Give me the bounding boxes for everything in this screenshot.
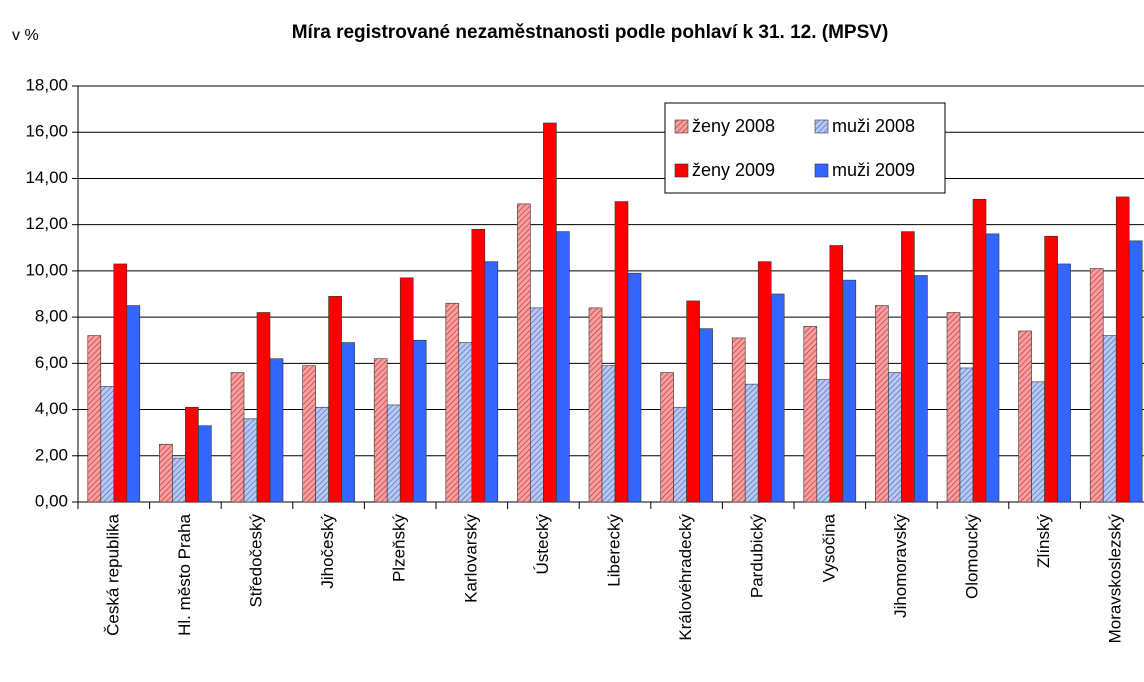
bar bbox=[1089, 268, 1104, 503]
bar bbox=[627, 272, 642, 503]
bar bbox=[100, 386, 115, 503]
bar bbox=[829, 245, 844, 503]
bar bbox=[985, 233, 1000, 503]
bar bbox=[556, 231, 570, 503]
bar bbox=[588, 307, 603, 503]
bar bbox=[901, 231, 915, 503]
bar bbox=[185, 406, 199, 503]
x-tick-label: Plzeňský bbox=[390, 514, 409, 583]
bar bbox=[888, 372, 902, 503]
bar bbox=[1115, 196, 1130, 503]
y-tick-label: 16,00 bbox=[25, 122, 68, 141]
x-tick-label: Česká republika bbox=[103, 513, 122, 635]
bar bbox=[601, 365, 616, 503]
legend-label: ženy 2008 bbox=[692, 116, 775, 136]
bar bbox=[543, 122, 557, 503]
bar bbox=[198, 425, 212, 503]
bar bbox=[614, 201, 629, 503]
bar bbox=[471, 228, 486, 503]
bar bbox=[172, 457, 186, 503]
bar bbox=[87, 335, 102, 503]
bar bbox=[113, 263, 128, 503]
bar bbox=[243, 418, 258, 503]
chart-title: Míra registrované nezaměstnanosti podle … bbox=[292, 22, 889, 43]
bar bbox=[914, 275, 928, 503]
bar bbox=[946, 312, 961, 503]
x-tick-label: Moravskoslezský bbox=[1106, 514, 1125, 644]
bar bbox=[386, 404, 401, 503]
bar bbox=[1018, 330, 1032, 503]
x-tick-label: Jihočeský bbox=[318, 514, 337, 589]
bar bbox=[341, 342, 355, 503]
bar bbox=[1128, 240, 1143, 503]
bar bbox=[816, 379, 831, 503]
bar bbox=[744, 383, 759, 503]
x-tick-label: Středočeský bbox=[246, 514, 265, 608]
y-tick-label: 8,00 bbox=[35, 307, 68, 326]
bar bbox=[230, 372, 245, 503]
x-tick-label: Karlovarský bbox=[461, 514, 480, 603]
y-tick-label: 10,00 bbox=[25, 260, 68, 279]
bar bbox=[412, 339, 427, 503]
bar bbox=[159, 443, 173, 503]
bar bbox=[1031, 381, 1045, 503]
bar bbox=[1057, 263, 1071, 503]
legend-swatch bbox=[814, 119, 829, 134]
legend-label: muži 2009 bbox=[832, 160, 915, 180]
x-tick-label: Ústecký bbox=[533, 514, 552, 575]
bar bbox=[972, 198, 987, 503]
x-tick-label: Zlínský bbox=[1034, 514, 1053, 568]
x-tick-label: Hl. město Praha bbox=[175, 513, 194, 635]
bar bbox=[517, 203, 531, 503]
legend-swatch bbox=[674, 163, 689, 178]
bar bbox=[445, 302, 460, 503]
bar bbox=[686, 300, 700, 503]
x-tick-label: Pardubický bbox=[748, 514, 767, 599]
legend-swatch bbox=[814, 163, 829, 178]
bar bbox=[875, 305, 889, 503]
x-tick-label: Jihomoravský bbox=[891, 514, 910, 618]
bar bbox=[302, 365, 316, 503]
y-tick-label: 12,00 bbox=[25, 214, 68, 233]
y-tick-label: 18,00 bbox=[25, 75, 68, 94]
y-tick-label: 0,00 bbox=[35, 491, 68, 510]
legend-label: muži 2008 bbox=[832, 116, 915, 136]
bar bbox=[530, 307, 544, 503]
x-tick-label: Vysočina bbox=[819, 513, 838, 582]
bar bbox=[699, 328, 713, 503]
bar bbox=[484, 261, 499, 503]
bar bbox=[660, 372, 674, 503]
bar bbox=[399, 277, 414, 503]
bar bbox=[373, 358, 388, 503]
y-tick-label: 14,00 bbox=[25, 168, 68, 187]
legend-box bbox=[664, 102, 946, 194]
bar bbox=[1102, 335, 1117, 503]
x-tick-label: Královéhradecký bbox=[676, 514, 695, 641]
bar bbox=[256, 312, 271, 503]
bar bbox=[803, 326, 818, 503]
bar bbox=[959, 367, 974, 503]
legend-swatch bbox=[674, 119, 689, 134]
bar bbox=[757, 261, 772, 503]
bar bbox=[269, 358, 284, 503]
bar bbox=[126, 305, 141, 503]
x-tick-label: Liberecký bbox=[604, 514, 623, 587]
bar bbox=[315, 406, 329, 503]
bar bbox=[1044, 235, 1058, 503]
bar bbox=[731, 337, 746, 503]
bar bbox=[328, 296, 342, 503]
y-tick-label: 6,00 bbox=[35, 353, 68, 372]
bar bbox=[458, 342, 473, 503]
bar bbox=[673, 406, 687, 503]
y-tick-label: 2,00 bbox=[35, 445, 68, 464]
bar bbox=[770, 293, 785, 503]
legend-label: ženy 2009 bbox=[692, 160, 775, 180]
y-tick-label: 4,00 bbox=[35, 399, 68, 418]
y-axis-label: v % bbox=[12, 27, 39, 44]
bar bbox=[842, 279, 857, 503]
x-tick-label: Olomoucký bbox=[962, 514, 981, 600]
